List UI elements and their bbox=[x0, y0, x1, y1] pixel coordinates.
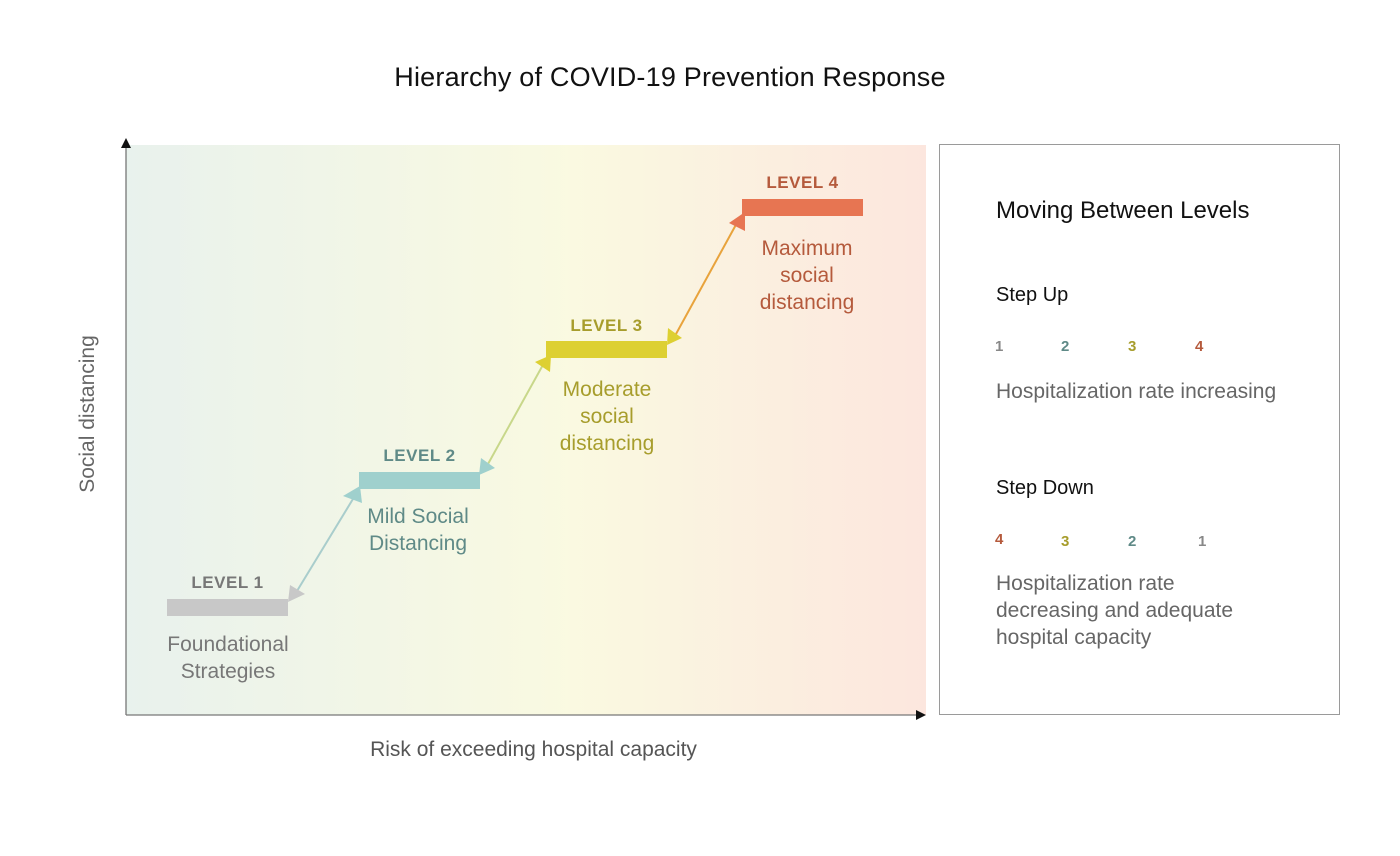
level-3-description: Moderate social distancing bbox=[517, 376, 697, 457]
connector-1-2 bbox=[288, 486, 362, 602]
level-4-desc-line: distancing bbox=[759, 291, 855, 314]
level-2-description: Mild Social Distancing bbox=[328, 503, 508, 557]
step-down-text: Hospitalization rate decreasing and adeq… bbox=[996, 570, 1326, 651]
connector-2-3 bbox=[479, 355, 551, 475]
step-up-num-1: 1 bbox=[995, 338, 1004, 355]
level-4-description: Maximum social distancing bbox=[717, 235, 897, 316]
level-1-bar bbox=[167, 599, 288, 616]
connector-3-4 bbox=[667, 212, 745, 345]
level-3-label: LEVEL 3 bbox=[570, 316, 643, 335]
level-1-desc-line: Foundational bbox=[167, 633, 289, 656]
step-up-num-2: 2 bbox=[1061, 338, 1070, 355]
level-4-desc-line: Maximum bbox=[761, 237, 853, 260]
level-1-description: Foundational Strategies bbox=[138, 631, 318, 685]
step-up-num-3: 3 bbox=[1128, 338, 1137, 355]
step-down-text-line: decreasing and adequate bbox=[996, 599, 1234, 622]
step-down-text-line: Hospitalization rate bbox=[996, 572, 1175, 595]
y-axis-label: Social distancing bbox=[76, 335, 99, 493]
level-2-label: LEVEL 2 bbox=[383, 446, 456, 465]
step-down-num-4: 4 bbox=[995, 531, 1004, 548]
step-up-text-line: Hospitalization rate increasing bbox=[996, 380, 1277, 403]
level-3-desc-line: Moderate bbox=[562, 378, 652, 401]
level-2-bar bbox=[359, 472, 480, 489]
step-down-num-3: 3 bbox=[1061, 533, 1070, 550]
panel-title: Moving Between Levels bbox=[996, 197, 1250, 224]
plot-background bbox=[126, 145, 926, 715]
moving-between-levels-panel: Moving Between Levels Step Up 1 2 3 4 Ho… bbox=[939, 144, 1340, 715]
step-down-title: Step Down bbox=[996, 477, 1094, 499]
level-1-desc-line: Strategies bbox=[180, 660, 276, 683]
x-axis-label: Risk of exceeding hospital capacity bbox=[370, 738, 697, 761]
step-up-title: Step Up bbox=[996, 284, 1069, 306]
step-down-num-2: 2 bbox=[1128, 533, 1137, 550]
step-down-text-line: hospital capacity bbox=[996, 626, 1152, 649]
level-3-bar bbox=[546, 341, 667, 358]
step-up-text: Hospitalization rate increasing bbox=[996, 378, 1326, 405]
step-up-num-4: 4 bbox=[1195, 338, 1204, 355]
level-1-label: LEVEL 1 bbox=[191, 573, 264, 592]
level-4-label: LEVEL 4 bbox=[766, 173, 839, 192]
page-title: Hierarchy of COVID-19 Prevention Respons… bbox=[394, 62, 946, 92]
level-4-bar bbox=[742, 199, 863, 216]
level-4-desc-line: social bbox=[780, 264, 834, 287]
level-2-desc-line: Mild Social bbox=[367, 505, 469, 528]
level-2-desc-line: Distancing bbox=[368, 532, 468, 555]
level-3-desc-line: distancing bbox=[559, 432, 655, 455]
step-down-num-1: 1 bbox=[1198, 533, 1207, 550]
level-3-desc-line: social bbox=[580, 405, 634, 428]
